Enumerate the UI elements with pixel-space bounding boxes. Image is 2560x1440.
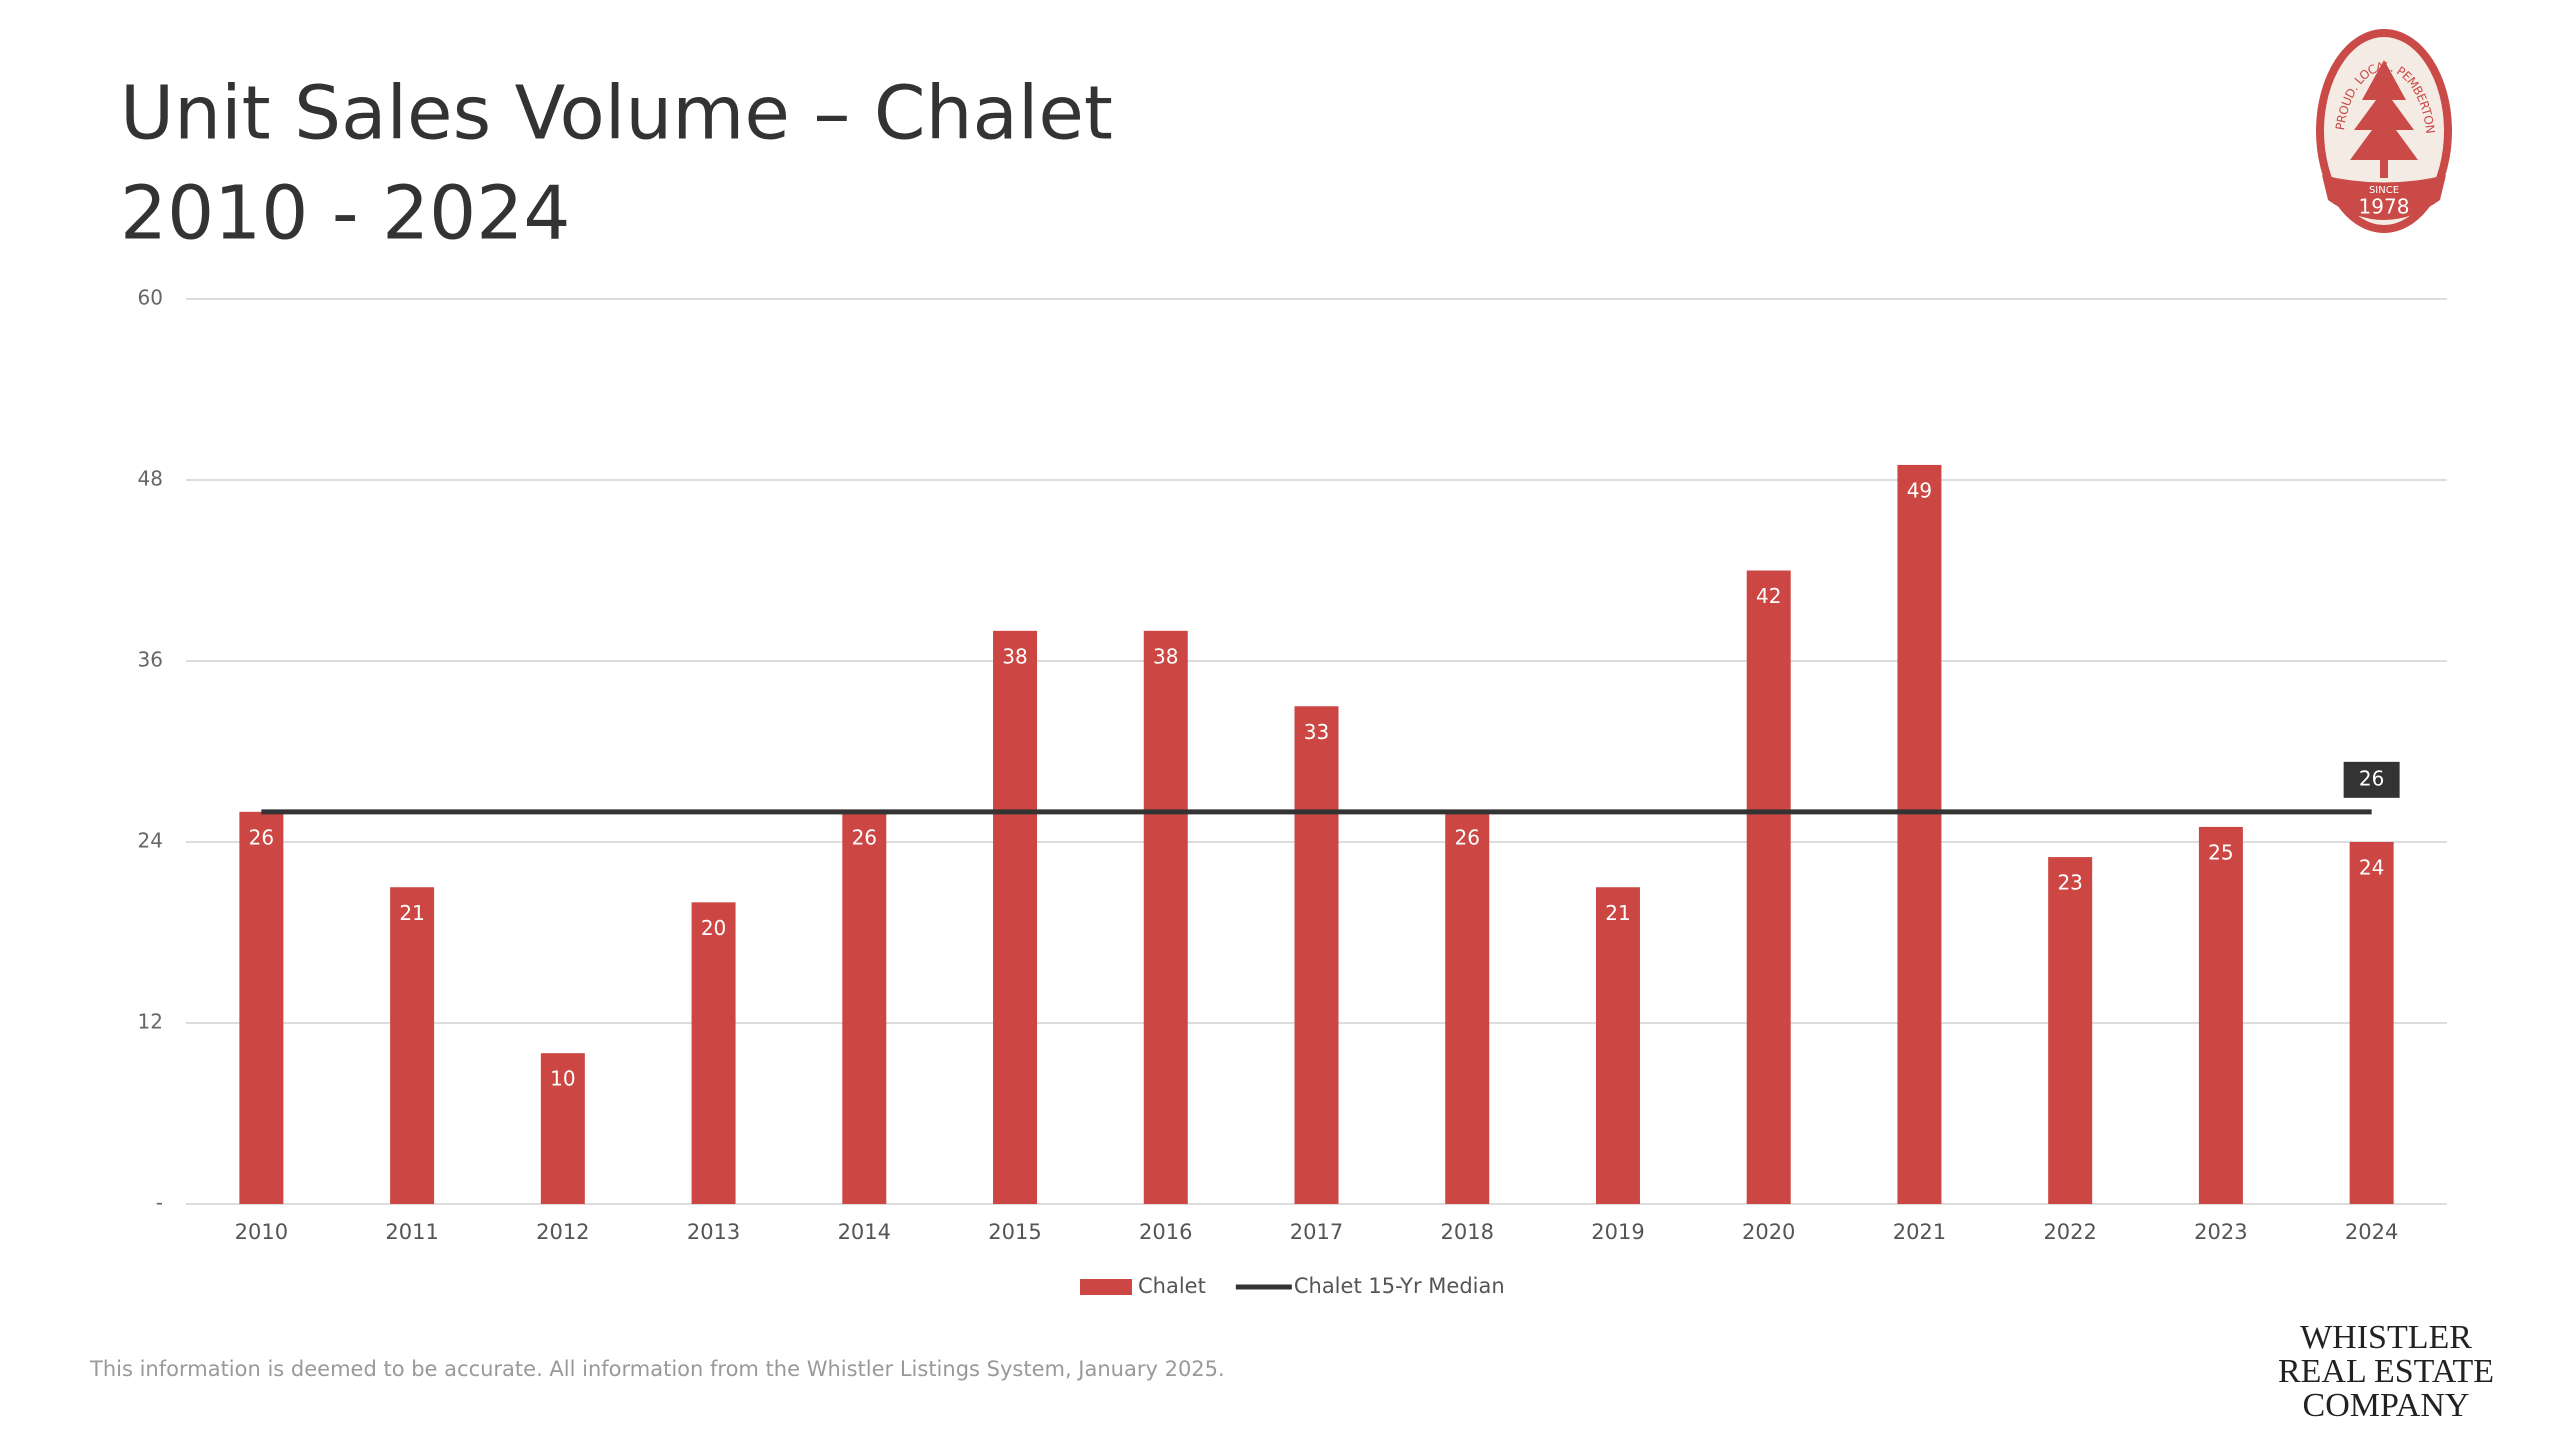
x-tick-label: 2018 (1441, 1220, 1494, 1244)
value-label-box (2343, 761, 2400, 798)
x-tick-label: 2024 (2345, 1220, 2398, 1244)
value-label: 10 (550, 1067, 575, 1091)
value-label: 38 (1002, 644, 1027, 668)
legend-label: Chalet 15-Yr Median (1294, 1274, 1505, 1298)
value-label: 26 (2359, 766, 2384, 790)
y-tick-label: 24 (138, 829, 163, 853)
bar (993, 630, 1038, 1204)
bar (2198, 826, 2243, 1204)
company-line: REAL ESTATE (2278, 1353, 2494, 1390)
x-tick-label: 2013 (687, 1220, 740, 1244)
x-tick-label: 2023 (2194, 1220, 2247, 1244)
y-tick-label: 48 (138, 467, 163, 491)
value-label: 23 (2057, 871, 2082, 895)
bar (390, 887, 435, 1204)
value-label: 21 (1605, 901, 1630, 925)
bar (1294, 706, 1339, 1204)
company-line: WHISTLER (2300, 1319, 2472, 1356)
value-label: 25 (2208, 840, 2233, 864)
x-tick-label: 2020 (1742, 1220, 1795, 1244)
x-tick-label: 2022 (2043, 1220, 2096, 1244)
value-label: 26 (249, 825, 274, 849)
value-label: 33 (1304, 720, 1329, 744)
value-label: 38 (1153, 644, 1178, 668)
logo-band (2322, 175, 2446, 220)
bar (540, 1053, 585, 1204)
logo-tree (2350, 60, 2418, 178)
x-tick-label: 2015 (988, 1220, 1041, 1244)
x-tick-label: 2021 (1893, 1220, 1946, 1244)
bar (842, 811, 887, 1204)
x-tick-label: 2014 (838, 1220, 891, 1244)
bar (1595, 887, 1640, 1204)
chart-title: Unit Sales Volume – Chalet (120, 71, 1113, 157)
company-line: COMPANY (2303, 1387, 2470, 1424)
y-tick-label: 12 (138, 1010, 163, 1034)
bar (1897, 464, 1942, 1205)
x-tick-label: 2019 (1591, 1220, 1644, 1244)
bar (1445, 811, 1490, 1204)
logo-year: 1978 (2359, 195, 2410, 219)
logo: PROUD. LOCAL. PEMBERTON SINCE 1978 (2316, 29, 2452, 233)
value-label: 21 (399, 901, 424, 925)
x-tick-label: 2012 (536, 1220, 589, 1244)
y-tick-label: - (156, 1191, 163, 1215)
bar (2349, 842, 2394, 1204)
legend-swatch (1080, 1279, 1132, 1295)
y-tick-label: 36 (138, 648, 163, 672)
value-label: 20 (701, 916, 726, 940)
y-tick-label: 60 (138, 286, 163, 310)
x-tick-label: 2016 (1139, 1220, 1192, 1244)
logo-since: SINCE (2369, 185, 2399, 196)
x-tick-label: 2010 (235, 1220, 288, 1244)
value-label: 24 (2359, 856, 2384, 880)
value-label: 42 (1756, 584, 1781, 608)
bar (2048, 857, 2093, 1204)
bar (239, 811, 284, 1204)
bar (691, 902, 736, 1204)
chart-subtitle: 2010 - 2024 (120, 171, 570, 257)
footnote: This information is deemed to be accurat… (89, 1357, 1225, 1381)
x-tick-label: 2017 (1290, 1220, 1343, 1244)
bar (1746, 570, 1791, 1204)
x-tick-label: 2011 (385, 1220, 438, 1244)
legend-label: Chalet (1138, 1274, 1206, 1298)
value-label: 26 (1455, 825, 1480, 849)
value-label: 26 (852, 825, 877, 849)
company-name: WHISTLER REAL ESTATE COMPANY (2278, 1319, 2494, 1424)
bar (1143, 630, 1188, 1204)
value-label: 49 (1907, 478, 1932, 502)
